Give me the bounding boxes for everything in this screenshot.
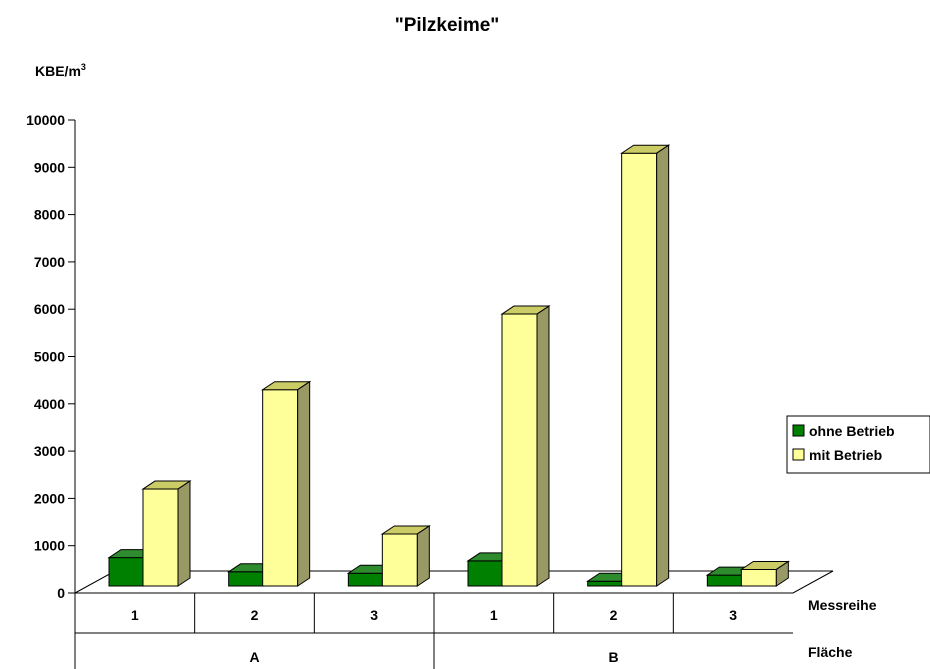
bar-mit-betrieb-front	[142, 488, 179, 587]
y-tick-label: 0	[57, 585, 65, 601]
y-tick-label: 9000	[34, 159, 65, 175]
bar-mit-betrieb-side	[656, 144, 670, 587]
group-label: B	[608, 649, 618, 665]
category-label: 1	[131, 607, 139, 623]
y-tick-label: 6000	[34, 301, 65, 317]
category-label: 3	[370, 607, 378, 623]
bar-ohne-betrieb-front	[347, 572, 384, 587]
y-axis-label-text: KBE/m	[35, 63, 81, 79]
y-tick-label: 5000	[34, 349, 65, 365]
category-label: 3	[729, 607, 737, 623]
bar-mit-betrieb-side	[177, 480, 191, 587]
legend-box	[786, 415, 930, 474]
y-tick-label: 8000	[34, 207, 65, 223]
y-tick-label: 7000	[34, 254, 65, 270]
bar-mit-betrieb-front	[381, 533, 418, 587]
y-tick-label: 1000	[34, 538, 65, 554]
bar-mit-betrieb	[500, 305, 551, 587]
y-axis-ticks: 0 1000 2000 3000 4000 5000 6000 7000 8000 9000 100…	[26, 112, 75, 601]
category-label: 1	[490, 607, 498, 623]
group-label: A	[249, 649, 259, 665]
category-label: 2	[610, 607, 618, 623]
legend: ohne Betrieb mit Betrieb	[786, 415, 930, 474]
category-table: 1 2 3 1 2 3 A B	[75, 593, 793, 669]
bar-mit-betrieb	[380, 525, 431, 587]
bar-mit-betrieb-side	[775, 560, 789, 587]
bar-ohne-betrieb-front	[228, 571, 265, 587]
bar-mit-betrieb	[739, 560, 790, 587]
chart-bars	[107, 144, 790, 587]
bar-ohne-betrieb-front	[108, 557, 145, 587]
y-tick-label: 2000	[34, 490, 65, 506]
bar-mit-betrieb-side	[416, 525, 430, 587]
bar-mit-betrieb	[141, 480, 192, 587]
bar-mit-betrieb	[261, 380, 312, 587]
legend-swatch	[792, 424, 805, 437]
bar-ohne-betrieb-front	[467, 560, 504, 587]
bar-mit-betrieb-side	[297, 380, 311, 587]
bar-mit-betrieb	[620, 144, 671, 587]
y-tick-label: 4000	[34, 396, 65, 412]
legend-swatch	[792, 448, 805, 461]
legend-label: mit Betrieb	[809, 447, 882, 463]
bar-mit-betrieb-front	[621, 152, 658, 587]
chart-title: "Pilzkeime"	[395, 15, 500, 36]
bar-ohne-betrieb-front	[706, 574, 743, 587]
y-tick-label: 3000	[34, 443, 65, 459]
category-label: 2	[251, 607, 259, 623]
bar-ohne-betrieb-front	[587, 580, 624, 587]
legend-label: ohne Betrieb	[809, 423, 895, 439]
y-axis-label-superscript: 3	[81, 62, 86, 72]
y-axis-label: KBE/m3	[35, 62, 86, 79]
y-tick-label: 10000	[26, 112, 65, 128]
row-label-messreihe: Messreihe	[808, 597, 877, 613]
bar-mit-betrieb-front	[262, 389, 299, 587]
bar-mit-betrieb-side	[536, 305, 550, 587]
bar-mit-betrieb-front	[501, 313, 538, 587]
row-label-flaeche: Fläche	[808, 644, 853, 660]
bar-mit-betrieb-front	[740, 568, 777, 587]
